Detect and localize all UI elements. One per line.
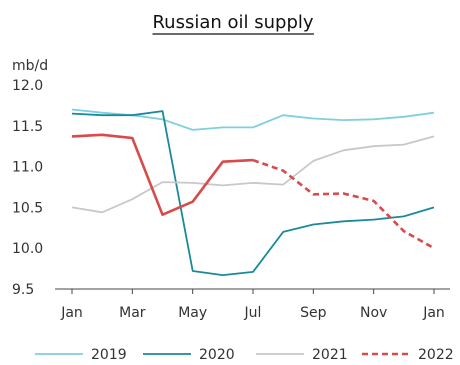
series-line-2021 bbox=[71, 135, 435, 214]
y-tick-label: 9.5 bbox=[12, 282, 34, 298]
y-tick-label: 12.0 bbox=[12, 78, 43, 94]
y-tick-label: 10.0 bbox=[12, 241, 43, 257]
legend-label-2021: 2021 bbox=[312, 347, 348, 363]
series-line-2020 bbox=[71, 110, 435, 277]
y-tick-label: 10.5 bbox=[12, 200, 43, 216]
legend: 2019 2020 2021 2022 bbox=[35, 347, 454, 363]
x-tick-label: Mar bbox=[119, 305, 146, 321]
series-line-2022-dashed bbox=[252, 158, 435, 250]
x-tick-label: Nov bbox=[360, 305, 387, 321]
x-tick-label: Sep bbox=[300, 305, 327, 321]
legend-label-2020: 2020 bbox=[199, 347, 235, 363]
series-lines bbox=[71, 108, 435, 277]
x-tick-label: May bbox=[178, 305, 207, 321]
y-axis-unit-label: mb/d bbox=[12, 58, 48, 74]
chart-title: Russian oil supply bbox=[152, 12, 313, 33]
x-tick-label: Jan bbox=[422, 305, 445, 321]
y-tick-label: 11.0 bbox=[12, 160, 43, 176]
x-tick-label: Jul bbox=[244, 305, 262, 321]
y-axis-ticks: 12.0 11.5 11.0 10.5 10.0 9.5 bbox=[12, 78, 43, 298]
legend-label-2022: 2022 bbox=[418, 347, 454, 363]
x-axis-ticks: Jan Mar May Jul Sep Nov Jan bbox=[60, 289, 445, 321]
series-line-2022-solid bbox=[71, 133, 254, 216]
legend-label-2019: 2019 bbox=[91, 347, 127, 363]
y-tick-label: 11.5 bbox=[12, 119, 43, 135]
series-line-2019 bbox=[71, 108, 435, 131]
x-tick-label: Jan bbox=[60, 305, 83, 321]
